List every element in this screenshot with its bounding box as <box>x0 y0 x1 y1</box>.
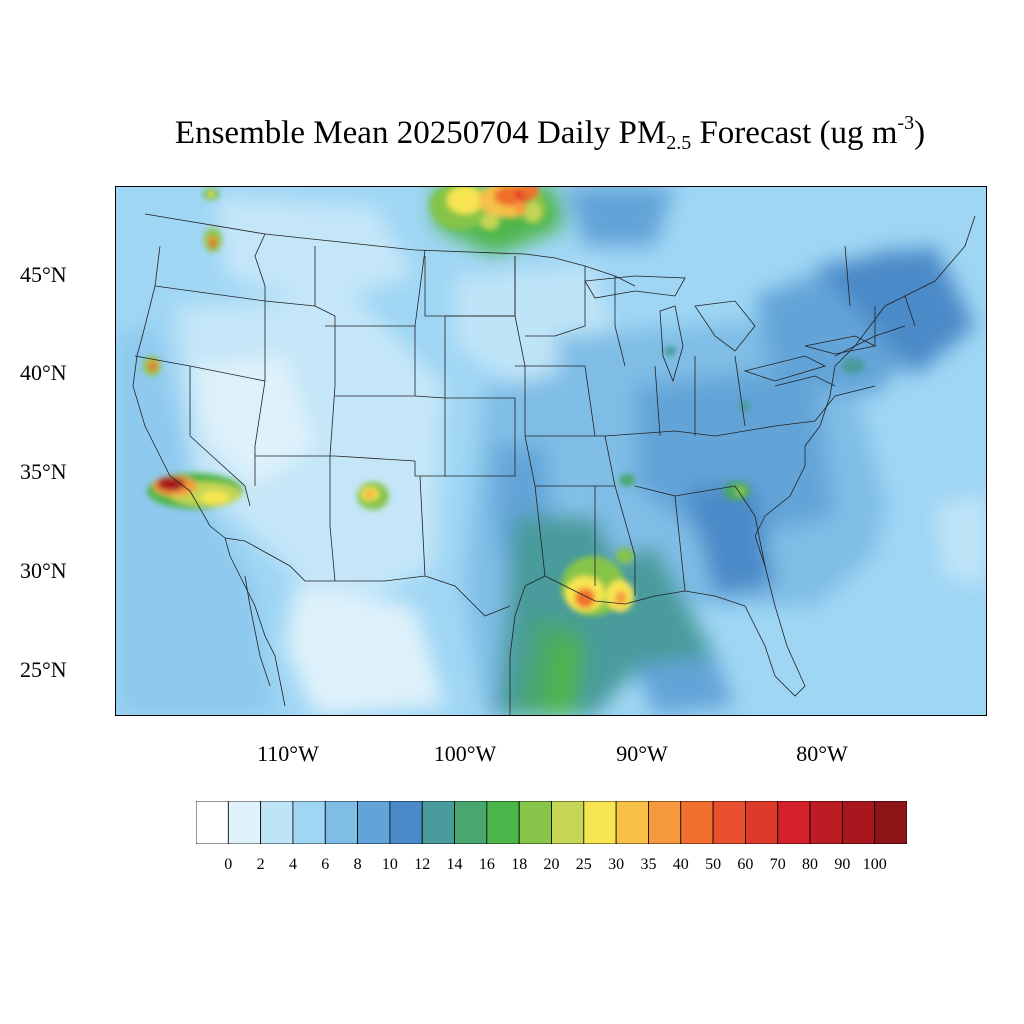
legend-swatch <box>841 800 876 845</box>
legend-swatch <box>292 800 326 845</box>
legend-swatch <box>777 800 811 845</box>
legend-tick-label: 35 <box>640 856 657 873</box>
legend-swatch <box>583 800 617 845</box>
legend-tick-label: 30 <box>608 856 625 873</box>
lon-label-80w: 80°W <box>796 741 848 766</box>
map-title: Ensemble Mean 20250704 Daily PM2.5 Forec… <box>0 112 1024 155</box>
legend-tick-label: 6 <box>321 856 330 873</box>
title-text-units: Forecast (ug m <box>691 115 898 151</box>
legend-tick-label: 2 <box>256 856 265 873</box>
boundary-lines <box>132 213 976 716</box>
legend-tick-label: 20 <box>543 856 560 873</box>
legend-tick-label: 8 <box>353 856 362 873</box>
legend-tick-label: 14 <box>446 856 463 873</box>
lon-label-110w: 110°W <box>257 741 319 766</box>
legend-swatch <box>421 800 455 845</box>
legend-tick-label: 16 <box>478 856 495 873</box>
title-superscript: -3 <box>897 112 915 134</box>
legend-swatch <box>195 800 229 845</box>
legend-swatch <box>809 800 843 845</box>
map-border <box>115 186 987 716</box>
pm25-forecast-map <box>115 186 987 716</box>
concentration-field <box>115 186 987 716</box>
lon-label-90w: 90°W <box>616 741 668 766</box>
legend-tick-label: 18 <box>511 856 528 873</box>
legend-tick-label: 12 <box>414 856 431 873</box>
legend-swatch <box>324 800 358 845</box>
legend-tick-label: 90 <box>834 856 851 873</box>
legend-swatch <box>227 800 262 845</box>
legend-swatch <box>745 800 779 845</box>
legend-tick-label: 70 <box>769 856 786 873</box>
legend-swatch <box>518 800 552 845</box>
legend-swatch <box>454 800 488 845</box>
legend-tick-label: 4 <box>289 856 297 873</box>
legend-tick-label: 100 <box>862 856 887 873</box>
legend-swatch <box>615 800 649 845</box>
legend-tick-label: 0 <box>224 856 233 873</box>
legend-swatch <box>486 800 520 845</box>
title-text-main: Ensemble Mean 20250704 Daily PM <box>174 115 667 151</box>
legend-swatch <box>551 800 585 845</box>
legend-swatch <box>680 800 714 845</box>
legend-tick-label: 50 <box>705 856 722 873</box>
legend-tick-label: 80 <box>802 856 818 873</box>
legend-swatch <box>357 800 391 845</box>
legend-swatch <box>712 800 746 845</box>
color-legend <box>195 800 908 845</box>
legend-tick-label: 60 <box>737 856 754 873</box>
lat-label-35: 35°N <box>20 459 67 484</box>
lat-label-45: 45°N <box>20 262 67 287</box>
legend-swatch <box>874 800 908 845</box>
legend-swatch <box>648 800 682 845</box>
legend-tick-label: 25 <box>575 856 592 873</box>
legend-swatch <box>260 800 294 845</box>
lat-label-40: 40°N <box>20 360 67 385</box>
legend-swatch <box>389 800 423 845</box>
legend-tick-label: 40 <box>672 856 689 873</box>
lat-label-25: 25°N <box>20 657 67 682</box>
legend-tick-label: 10 <box>381 856 398 873</box>
title-subscript: 2.5 <box>666 132 692 154</box>
title-text-end: ) <box>914 115 926 151</box>
lon-label-100w: 100°W <box>433 741 497 766</box>
lat-label-30: 30°N <box>20 558 67 583</box>
